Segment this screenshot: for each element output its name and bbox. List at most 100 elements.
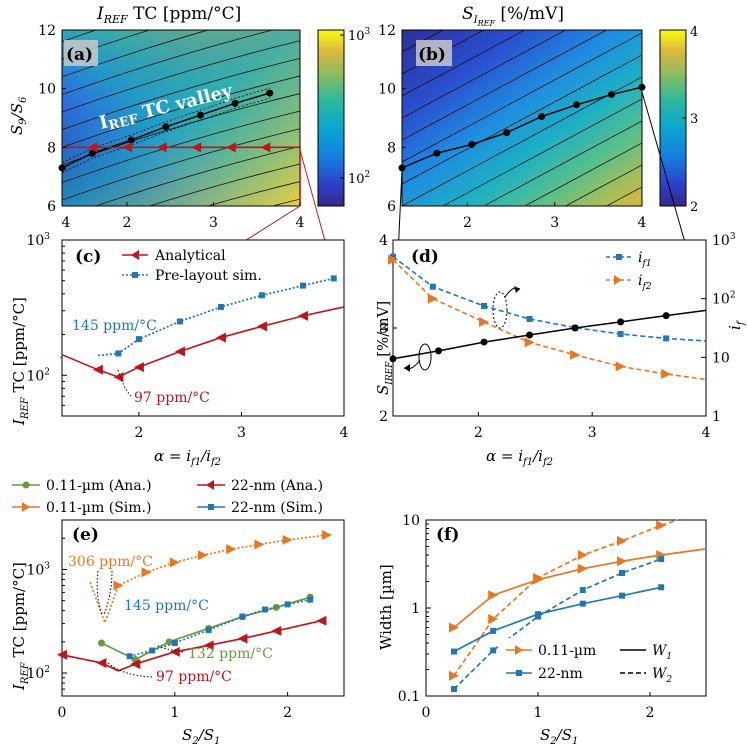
panel-a-title: IREF TC [ppm/°C] [96, 4, 241, 26]
x-tick-label: 0 [422, 705, 431, 721]
if1-point [526, 316, 533, 323]
valley-curve-a [58, 87, 274, 174]
x-tick-label: 2 [463, 215, 472, 231]
width-point [577, 550, 588, 561]
y-tick-label: 12 [38, 23, 56, 39]
contour-line [62, 57, 300, 131]
arrow-head [514, 286, 520, 293]
sensitivity-point [617, 318, 625, 326]
series-point [237, 633, 248, 644]
legend-c-analytical: Analytical [154, 248, 226, 264]
legend-f-w2: W2 [652, 666, 672, 685]
x-tick-label: 3 [209, 215, 218, 231]
series-point [205, 627, 212, 634]
width-point [490, 627, 497, 634]
series-point [165, 638, 173, 646]
if1-point [663, 335, 670, 342]
panel-c-frame [61, 239, 345, 417]
series-point [284, 601, 291, 608]
prelayout-point [135, 336, 142, 343]
legend-c-analytical-marker [131, 250, 139, 260]
x-tick-label: 0 [58, 705, 67, 721]
prelayout-point [299, 282, 306, 289]
contour-line [62, 30, 151, 60]
analytical-marker [191, 142, 202, 153]
legend-e-a-marker [22, 481, 30, 489]
plot-d [388, 253, 707, 381]
width-point [535, 613, 541, 620]
prelayout-point [217, 303, 224, 310]
series-point [126, 653, 133, 660]
legend-f-b-marker [516, 670, 522, 676]
annotation-c-pointer [117, 369, 133, 398]
y-tick-label: 8 [387, 140, 396, 156]
series-point [272, 603, 280, 611]
marker-ellipse-right [492, 291, 508, 329]
x-tick-label: 4 [702, 425, 711, 441]
width-point [658, 584, 665, 591]
contours-a [62, 30, 300, 206]
width-point [449, 622, 459, 633]
legend-f-a: 0.11-µm [538, 643, 596, 659]
contour-line [62, 40, 300, 113]
width-point [617, 535, 627, 546]
width-series [453, 586, 662, 653]
series-point [171, 639, 178, 646]
panel-c-xlabel: α = if1/if2 [154, 447, 221, 468]
sensitivity-point [607, 91, 615, 99]
contour-line [442, 98, 642, 206]
contour-line [402, 32, 642, 163]
contour-line [62, 30, 210, 78]
sensitivity-point [573, 101, 581, 109]
series-point [113, 580, 124, 591]
panel-a: IREF TC [ppm/°C] (a) IREF TC valley 6810… [8, 4, 371, 231]
analytical-point [92, 364, 103, 375]
annotation-e-306-pointer [96, 570, 113, 615]
sensitivity-point [638, 83, 646, 91]
ticks-e: 0 1 2 102 103 [26, 537, 292, 721]
x-tick-label: 4 [340, 425, 349, 441]
y-tick-label: 103 [26, 232, 50, 249]
contour-line [148, 163, 300, 206]
width-point [533, 572, 543, 583]
panel-b-frame [401, 29, 643, 207]
sensitivity-point [433, 149, 441, 157]
legend-e: 0.11-µm (Ana.) 22-nm (Ana.) 0.11-µm (Sim… [12, 478, 323, 516]
y-tick-label: 102 [26, 665, 50, 682]
series-point [141, 567, 152, 578]
valley-point [266, 89, 274, 97]
y2-tick-label: 103 [712, 232, 736, 249]
valley-point [58, 164, 66, 172]
width-point [451, 648, 457, 655]
width-series [453, 558, 662, 690]
series-point [282, 534, 293, 545]
annotation-e-97: 97 ppm/°C [156, 669, 232, 685]
contour-line [62, 75, 300, 148]
y-tick-label: 8 [47, 140, 56, 156]
ticks-b: 6 8 10 12 2 3 4 [378, 23, 646, 231]
y-tick-label: 10 [38, 82, 56, 98]
panel-d-ylabel: SIREF [%/mV] [374, 301, 395, 395]
valley-point [162, 123, 170, 131]
valley-point [88, 149, 96, 157]
y-tick-label: 6 [387, 199, 396, 215]
analytical-point [174, 346, 185, 357]
y2-tick-label: 10 [712, 350, 730, 366]
contour-line [523, 142, 642, 206]
y-tick-label: 2 [379, 409, 388, 425]
sensitivity-point [571, 324, 579, 332]
y-tick-label: 10 [378, 82, 396, 98]
series-point [307, 596, 314, 603]
sensitivity-point [503, 129, 511, 137]
legend-d-if2: if2 [638, 273, 652, 292]
panel-a-frame [61, 29, 301, 207]
width-point [577, 563, 588, 574]
sensitivity-point [480, 338, 488, 346]
plot-e [57, 529, 333, 672]
contour-line [206, 181, 300, 206]
valley-point [231, 99, 239, 107]
x-tick-label: 2 [474, 425, 483, 441]
legend-f-w1: W1 [652, 643, 672, 662]
if2-point [479, 317, 490, 328]
